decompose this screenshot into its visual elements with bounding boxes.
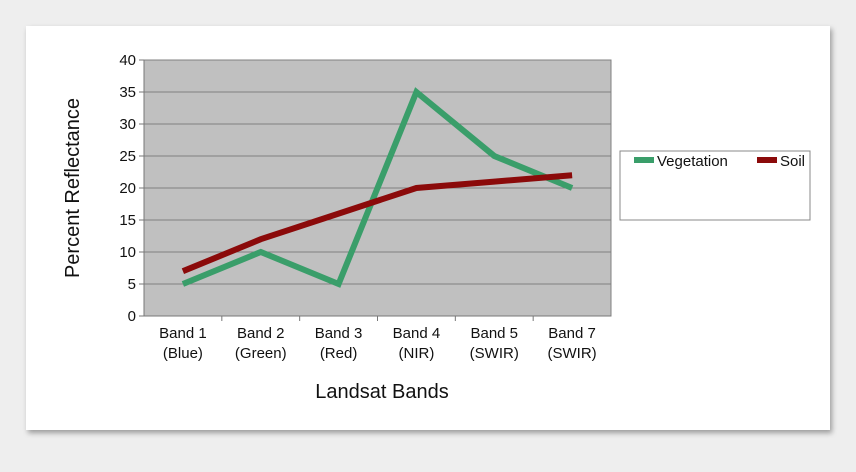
reflectance-chart: 0 5 10 15 20 25 30 35 40 Band 1 (Blue) Band 2 (Gree… xyxy=(62,52,811,403)
y-tick-label: 30 xyxy=(119,116,136,133)
x-tick-label: (NIR) xyxy=(399,345,435,362)
series-line-soil xyxy=(181,172,573,274)
x-tick-label: Band 4 xyxy=(393,325,441,342)
x-tick-label: (SWIR) xyxy=(548,345,597,362)
x-tick-label: (SWIR) xyxy=(470,345,519,362)
y-tick-label: 5 xyxy=(128,276,136,293)
x-tick-label: Band 5 xyxy=(470,325,518,342)
y-tick-label: 10 xyxy=(119,244,136,261)
y-tick-labels: 0 5 10 15 20 25 30 35 40 xyxy=(119,52,144,325)
x-tick-label: (Red) xyxy=(320,345,358,362)
x-tick-label: Band 1 xyxy=(159,325,207,342)
x-tick-label: Band 3 xyxy=(315,325,363,342)
x-axis-title: Landsat Bands xyxy=(315,381,448,403)
legend-swatch-soil xyxy=(757,157,777,163)
y-tick-label: 0 xyxy=(128,308,136,325)
series-line-vegetation xyxy=(181,87,574,288)
series-lines xyxy=(181,87,574,288)
y-tick-label: 25 xyxy=(119,148,136,165)
y-tick-label: 40 xyxy=(119,52,136,69)
legend-swatch-vegetation xyxy=(634,157,654,163)
y-tick-label: 15 xyxy=(119,212,136,229)
y-tick-label: 35 xyxy=(119,84,136,101)
chart-card: 0 5 10 15 20 25 30 35 40 Band 1 (Blue) Band 2 (Gree… xyxy=(26,26,830,430)
legend-label-vegetation: Vegetation xyxy=(657,153,728,170)
legend-label-soil: Soil xyxy=(780,153,805,170)
x-tick-labels: Band 1 (Blue) Band 2 (Green) Band 3 (Red) Band… xyxy=(159,316,597,362)
x-tick-label: (Blue) xyxy=(163,345,203,362)
x-tick-label: (Green) xyxy=(235,345,287,362)
legend: Vegetation Soil xyxy=(634,153,805,170)
x-tick-label: Band 7 xyxy=(548,325,596,342)
y-axis-title: Percent Reflectance xyxy=(62,98,84,278)
y-tick-label: 20 xyxy=(119,180,136,197)
x-tick-label: Band 2 xyxy=(237,325,285,342)
